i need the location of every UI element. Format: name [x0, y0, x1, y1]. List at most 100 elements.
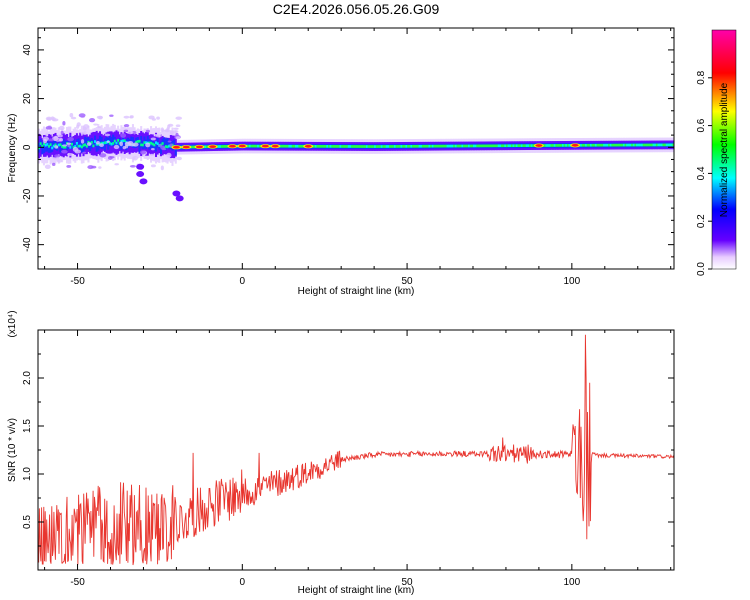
spectrogram-cell [660, 143, 663, 147]
spectrogram-cell [341, 145, 344, 148]
spectrogram-speck [109, 114, 114, 117]
spectrogram-ytick-label: 0 [22, 144, 33, 150]
spectrogram-cell [481, 144, 484, 148]
spectrogram-speck [109, 156, 115, 159]
spectrogram-cell [112, 134, 115, 147]
spectrogram-cell [622, 143, 625, 147]
spectrogram-cell [613, 143, 616, 147]
spectrogram-cell [390, 145, 393, 148]
spectrogram-cell [619, 143, 622, 147]
spectrogram-cell [313, 144, 316, 148]
spectrogram-ytick-label: -20 [22, 188, 33, 203]
spectrogram-speck [139, 150, 147, 155]
spectrogram-cell [591, 143, 594, 147]
spectrogram-cell [563, 144, 566, 147]
spectrogram-cell [141, 143, 144, 147]
spectrogram-cell [143, 141, 146, 144]
spectrogram-cell [117, 139, 120, 149]
spectrogram-cell [365, 145, 368, 148]
spectrogram-cell [397, 145, 400, 148]
spectrogram-cell [431, 144, 434, 148]
spectrogram-cell [51, 146, 54, 150]
spectrogram-cell [349, 145, 352, 148]
spectrogram-cell [649, 143, 652, 147]
spectrogram-cell [148, 141, 151, 145]
spectrogram-cell [448, 144, 451, 148]
spectrogram-cell [614, 143, 617, 147]
spectrogram-cell [84, 143, 87, 147]
spectrogram-cell [85, 137, 88, 148]
spectrogram-cell [110, 137, 113, 146]
spectrogram-cell [44, 143, 47, 152]
spectrogram-cell [499, 144, 502, 148]
spectrogram-cell [74, 145, 77, 148]
spectrogram-hotspot [271, 144, 279, 148]
spectrogram-speck [148, 115, 155, 120]
spectrogram-cell [443, 144, 446, 148]
spectrogram-blob [172, 190, 181, 197]
spectrogram-ylabel: Frequency (Hz) [7, 114, 18, 183]
snr-line [38, 334, 674, 566]
spectrogram-cell [418, 144, 421, 148]
spectrogram-cell [318, 145, 321, 148]
spectrogram-cell [379, 145, 382, 148]
spectrogram-cell [543, 144, 546, 147]
spectrogram-hotspot [571, 143, 579, 147]
spectrogram-cell [634, 143, 637, 147]
spectrogram-cell [123, 141, 126, 149]
spectrogram-cell [367, 145, 370, 148]
spectrogram-cell [446, 144, 449, 148]
spectrogram-cell [331, 145, 334, 148]
spectrogram-speck [123, 123, 130, 128]
spectrogram-speck [62, 120, 66, 126]
spectrogram-cell [552, 144, 555, 147]
spectrogram-blob [139, 178, 148, 185]
spectrogram-cell [637, 143, 640, 147]
spectrogram-cell [412, 144, 415, 148]
spectrogram-cell [42, 142, 45, 146]
spectrogram-cell [642, 143, 645, 147]
spectrogram-cell [405, 145, 408, 148]
spectrogram-speck [120, 133, 127, 138]
spectrogram-cell [385, 145, 388, 148]
spectrogram-cell [59, 143, 62, 146]
spectrogram-speck [160, 127, 164, 133]
spectrogram-cell [64, 145, 67, 149]
snr-ytick-label: 0.5 [22, 515, 33, 529]
spectrogram-cell [596, 143, 599, 147]
spectrogram-cell [504, 144, 507, 148]
spectrogram-cell [164, 138, 167, 151]
spectrogram-cell [342, 145, 345, 148]
spectrogram-blob [136, 171, 145, 178]
spectrogram-cell [72, 146, 75, 149]
spectrogram-cell [257, 144, 260, 148]
spectrogram-hotspot [182, 145, 190, 149]
spectrogram-speck [122, 145, 127, 150]
spectrogram-cell [449, 144, 452, 148]
spectrogram-cell [395, 145, 398, 148]
spectrogram-cell [299, 144, 303, 148]
spectrogram-cell [588, 143, 591, 147]
spectrogram-speck [127, 130, 134, 135]
spectrogram-speck [51, 162, 56, 167]
spectrogram-cell [123, 139, 126, 142]
spectrogram-cell [327, 145, 331, 148]
spectrogram-cell [524, 144, 527, 147]
spectrogram-cell [314, 144, 317, 148]
spectrogram-cell [49, 141, 52, 153]
spectrogram-speck [67, 137, 74, 142]
spectrogram-speck [82, 151, 87, 154]
spectrogram-cell [337, 145, 340, 148]
spectrogram-cell [87, 140, 90, 144]
spectrogram-cell [532, 144, 535, 147]
spectrogram-cell [454, 144, 457, 148]
spectrogram-cell [561, 144, 565, 147]
spectrogram-hotspot [172, 145, 180, 149]
spectrogram-cell [283, 144, 286, 148]
spectrogram-cell [645, 143, 649, 147]
spectrogram-cell [161, 142, 164, 145]
spectrogram-cell [356, 145, 359, 148]
spectrogram-cell [150, 141, 153, 145]
spectrogram-cell [316, 145, 319, 148]
